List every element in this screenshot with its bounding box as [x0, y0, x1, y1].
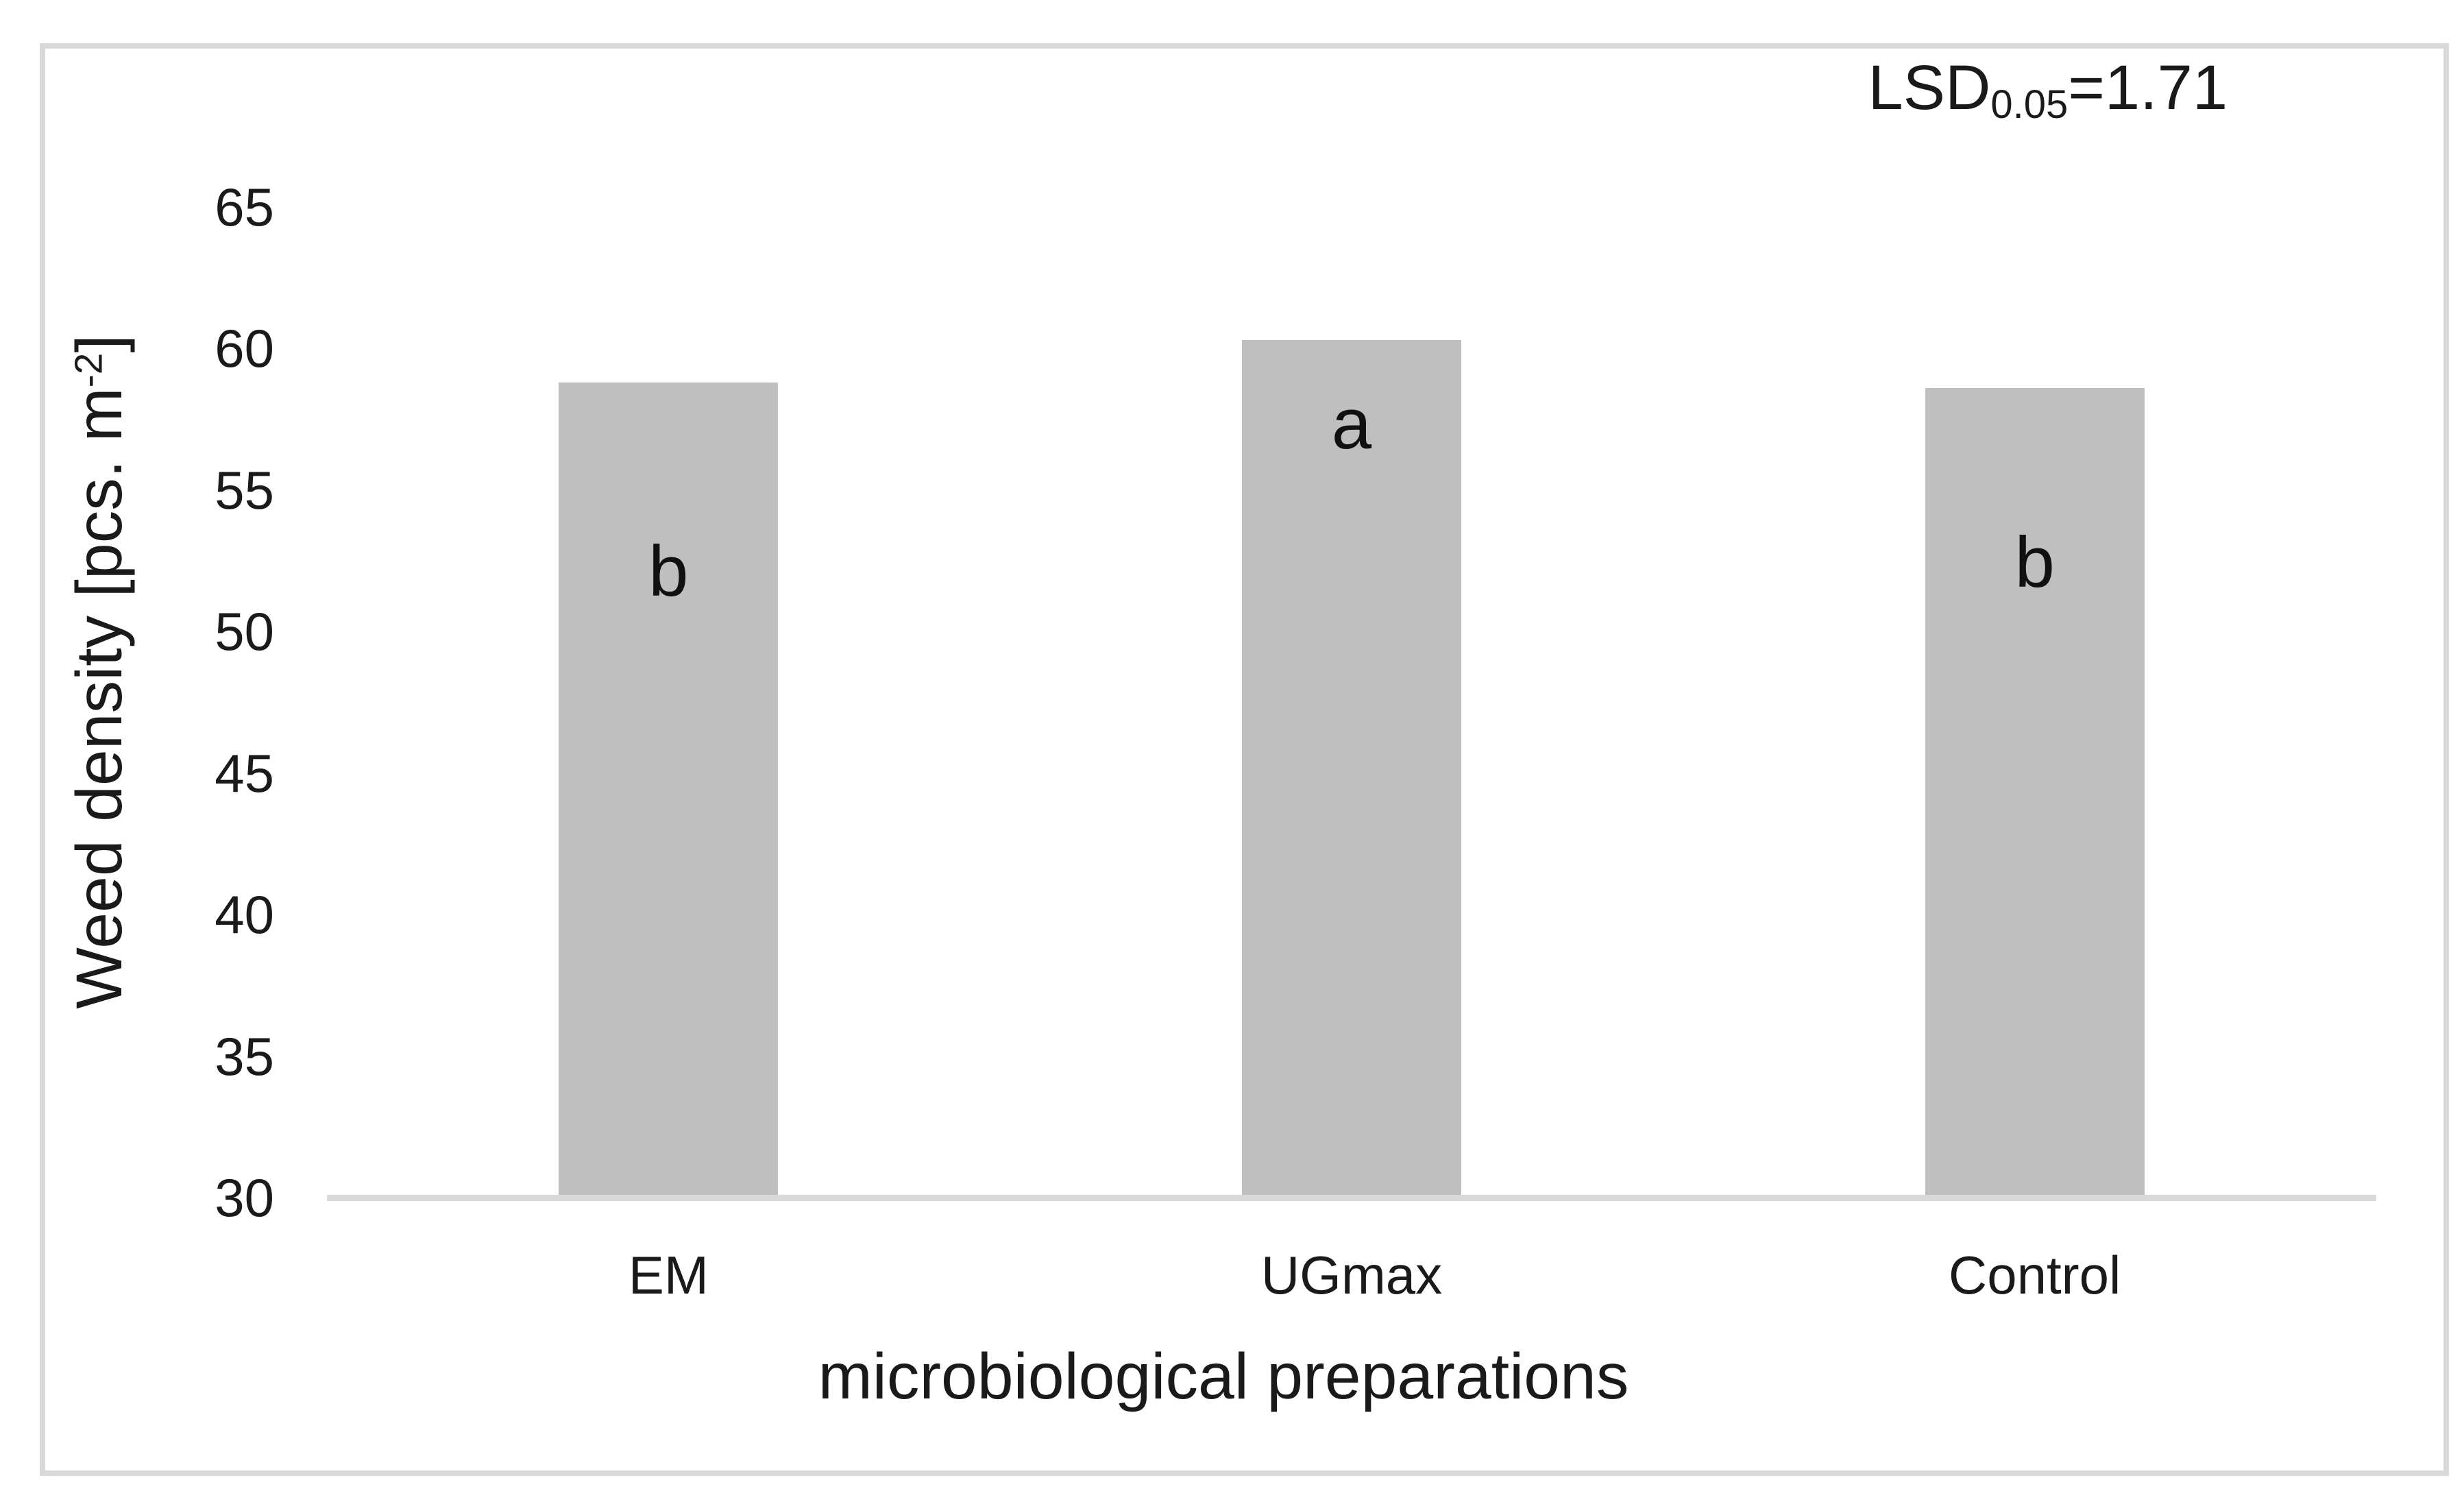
bar-control: b — [1925, 388, 2145, 1196]
lsd-prefix: LSD — [1868, 53, 1991, 123]
y-axis-tick-label: 50 — [215, 601, 274, 662]
x-axis-line — [327, 1195, 2376, 1201]
bar-em: b — [559, 382, 779, 1196]
lsd-value: =1.71 — [2068, 53, 2228, 123]
x-axis-category-label: Control — [1948, 1245, 2121, 1305]
y-axis-tick-label: 30 — [215, 1167, 274, 1228]
significance-letter: b — [2014, 522, 2055, 603]
significance-letter: b — [648, 531, 689, 611]
y-axis-tick-label: 35 — [215, 1026, 274, 1087]
x-axis-category-label: EM — [628, 1245, 709, 1305]
lsd-annotation: LSD0.05=1.71 — [1868, 47, 2228, 129]
y-axis-tick-label: 60 — [215, 318, 274, 379]
bar-ugmax: a — [1242, 340, 1461, 1196]
x-axis-title: microbiological preparations — [818, 1340, 1629, 1413]
y-axis-tick-label: 55 — [215, 459, 274, 520]
significance-letter: a — [1331, 384, 1372, 465]
lsd-subscript: 0.05 — [1990, 82, 2069, 127]
x-axis-category-label: UGmax — [1260, 1245, 1443, 1305]
y-axis-tick-label: 40 — [215, 884, 274, 945]
y-axis-tick-label: 65 — [215, 176, 274, 237]
y-axis-tick-label: 45 — [215, 742, 274, 803]
